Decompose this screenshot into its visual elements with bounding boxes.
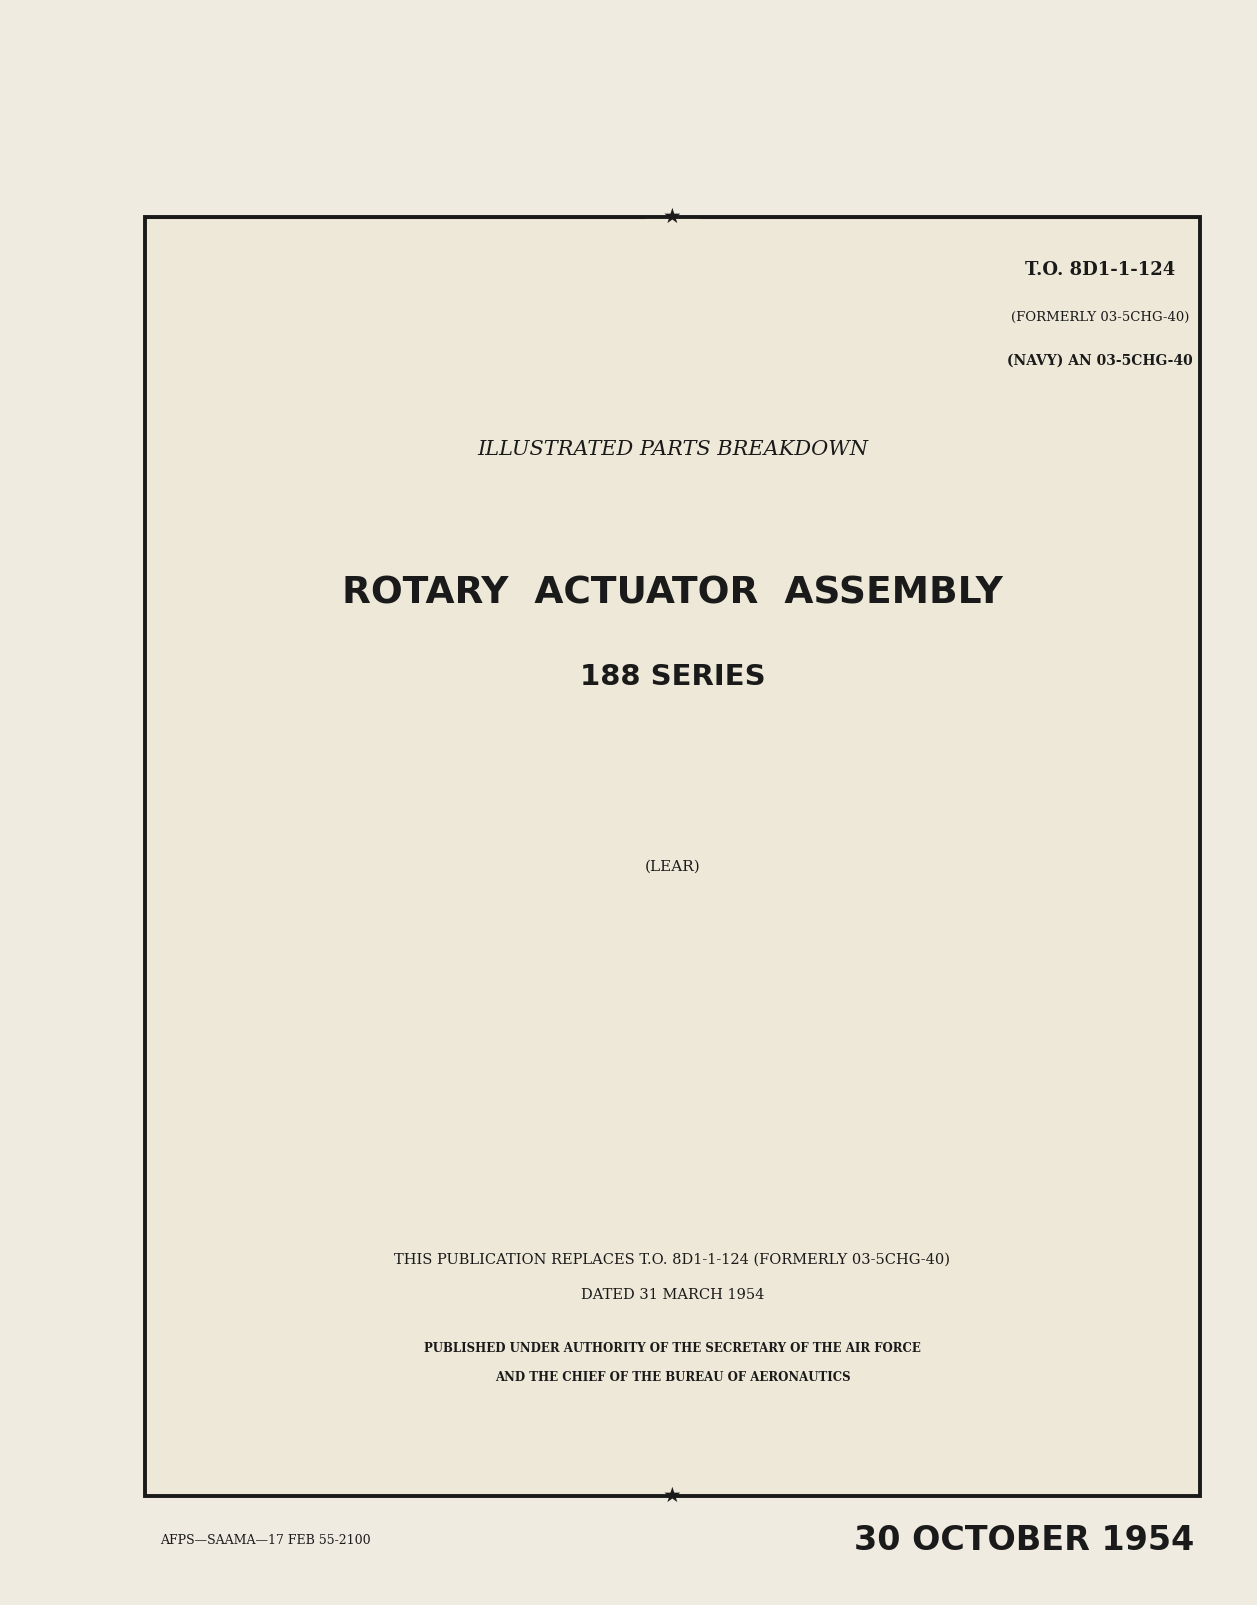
Text: THIS PUBLICATION REPLACES T.O. 8D1-1-124 (FORMERLY 03-5CHG-40): THIS PUBLICATION REPLACES T.O. 8D1-1-124… xyxy=(395,1254,950,1266)
Text: 30 OCTOBER 1954: 30 OCTOBER 1954 xyxy=(854,1525,1194,1557)
Text: ROTARY  ACTUATOR  ASSEMBLY: ROTARY ACTUATOR ASSEMBLY xyxy=(342,576,1003,612)
Text: (NAVY) AN 03-5CHG-40: (NAVY) AN 03-5CHG-40 xyxy=(1007,355,1193,368)
Bar xyxy=(145,217,1200,1496)
Text: PUBLISHED UNDER AUTHORITY OF THE SECRETARY OF THE AIR FORCE: PUBLISHED UNDER AUTHORITY OF THE SECRETA… xyxy=(424,1342,921,1355)
Text: ★: ★ xyxy=(664,207,681,226)
Text: ★: ★ xyxy=(664,1486,681,1505)
Text: (LEAR): (LEAR) xyxy=(645,860,700,873)
Text: (FORMERLY 03-5CHG-40): (FORMERLY 03-5CHG-40) xyxy=(1011,311,1189,324)
Text: T.O. 8D1-1-124: T.O. 8D1-1-124 xyxy=(1024,260,1175,279)
Text: ILLUSTRATED PARTS BREAKDOWN: ILLUSTRATED PARTS BREAKDOWN xyxy=(476,440,869,459)
Text: AFPS—SAAMA—17 FEB 55-2100: AFPS—SAAMA—17 FEB 55-2100 xyxy=(160,1534,371,1547)
Text: 188 SERIES: 188 SERIES xyxy=(579,663,766,692)
Text: DATED 31 MARCH 1954: DATED 31 MARCH 1954 xyxy=(581,1289,764,1302)
Text: AND THE CHIEF OF THE BUREAU OF AERONAUTICS: AND THE CHIEF OF THE BUREAU OF AERONAUTI… xyxy=(495,1371,850,1384)
